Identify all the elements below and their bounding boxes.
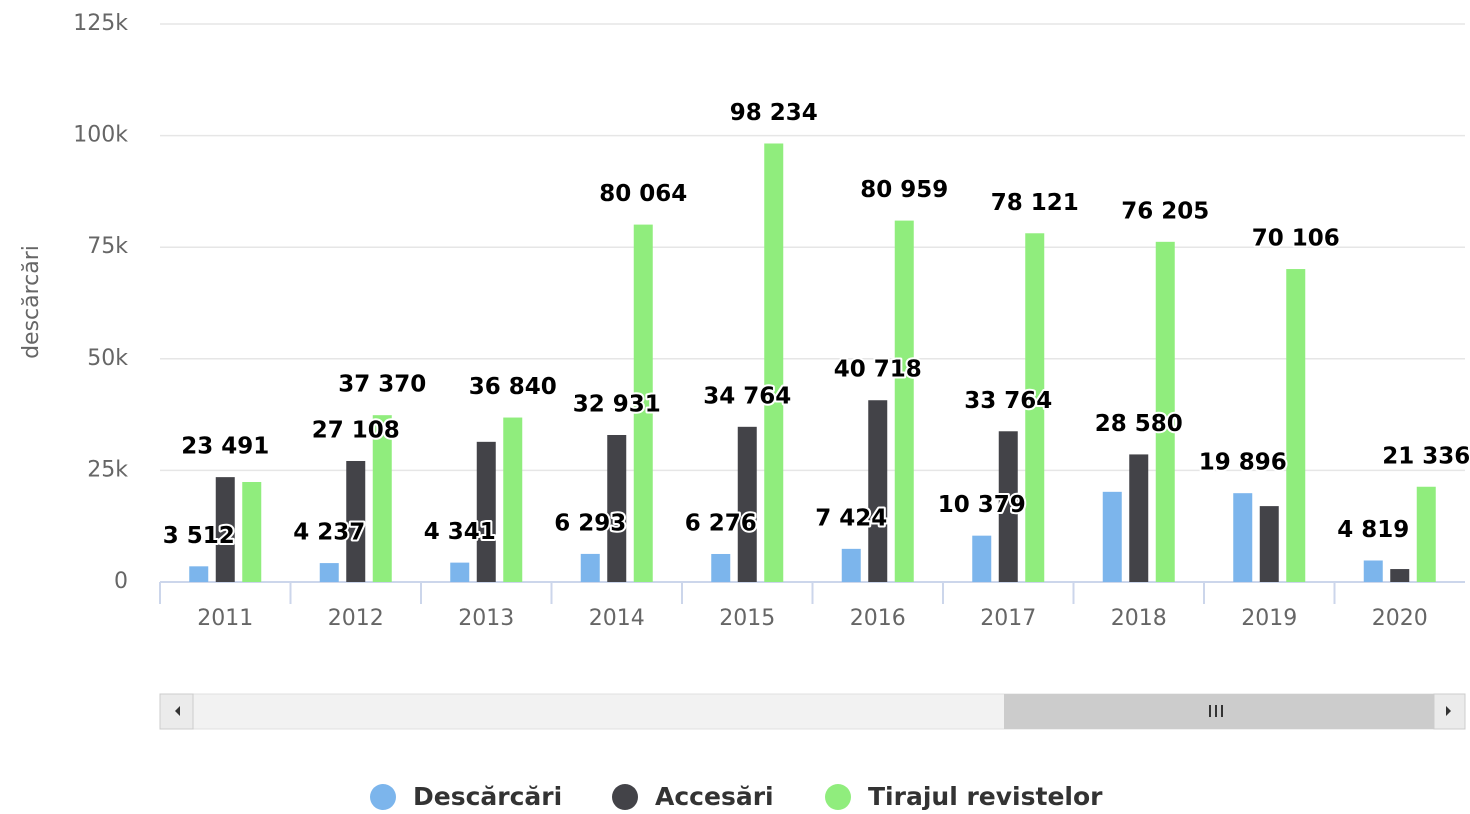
y-axis-label: descărcări <box>19 245 44 359</box>
bar <box>894 220 914 582</box>
x-tick-label: 2011 <box>197 606 253 631</box>
data-label: 28 580 <box>1095 411 1183 437</box>
bar <box>972 535 992 582</box>
x-tick-label: 2020 <box>1372 606 1428 631</box>
data-label: 34 764 <box>703 383 791 409</box>
data-label: 70 106 <box>1252 226 1340 252</box>
bar <box>503 417 523 582</box>
x-tick-label: 2012 <box>328 606 384 631</box>
bar <box>346 460 366 582</box>
y-tick-label: 100k <box>73 123 128 148</box>
y-tick-label: 50k <box>87 346 128 371</box>
bar <box>764 143 784 582</box>
bar <box>372 415 392 582</box>
bar <box>1102 491 1122 582</box>
data-label: 76 205 <box>1121 198 1209 224</box>
scrollbar-grip <box>1209 705 1223 717</box>
data-label: 4 819 <box>1337 517 1409 543</box>
x-tick-label: 2018 <box>1111 606 1167 631</box>
scrollbar-thumb[interactable] <box>1004 694 1434 729</box>
data-label: 33 764 <box>964 388 1052 414</box>
scroll-right[interactable] <box>1433 693 1466 730</box>
bar <box>1286 269 1306 582</box>
bar <box>607 434 627 582</box>
x-tick-label: 2019 <box>1241 606 1297 631</box>
data-label: 27 108 <box>312 417 400 443</box>
x-tick-label: 2013 <box>458 606 514 631</box>
legend-marker <box>825 784 851 810</box>
bar <box>737 426 757 582</box>
data-label: 10 379 <box>938 492 1026 518</box>
bar <box>1390 569 1410 582</box>
data-label: 4 341 <box>424 519 496 545</box>
bar <box>633 224 653 582</box>
data-label: 6 293 <box>554 510 626 536</box>
bar <box>1416 486 1436 582</box>
x-tick-label: 2015 <box>719 606 775 631</box>
data-label: 80 959 <box>860 177 948 203</box>
data-label: 40 718 <box>834 357 922 383</box>
data-label: 23 491 <box>181 434 269 460</box>
y-tick-label: 25k <box>87 457 128 482</box>
scrollbar[interactable] <box>159 693 1466 730</box>
y-tick-label: 75k <box>87 234 128 259</box>
data-label: 36 840 <box>469 374 557 400</box>
legend-label: Accesări <box>655 782 774 811</box>
bar <box>1155 241 1175 583</box>
data-label: 32 931 <box>573 391 661 417</box>
data-label: 78 121 <box>991 190 1079 216</box>
bar <box>189 566 209 582</box>
legend-marker <box>370 784 396 810</box>
bar <box>242 482 262 582</box>
bar <box>1259 506 1279 582</box>
x-tick-label: 2014 <box>589 606 645 631</box>
y-tick-label: 0 <box>114 569 128 594</box>
bar <box>998 431 1018 582</box>
legend-label: Tirajul revistelor <box>868 782 1103 811</box>
arrow-right <box>1446 706 1451 716</box>
x-tick-label: 2016 <box>850 606 906 631</box>
legend-label: Descărcări <box>413 782 562 811</box>
data-label: 19 896 <box>1199 450 1287 476</box>
bar <box>868 400 888 582</box>
bar <box>215 477 235 582</box>
bar <box>476 441 496 582</box>
bar <box>1129 454 1149 582</box>
bar <box>711 553 731 582</box>
data-label: 6 276 <box>685 510 757 536</box>
data-label: 7 424 <box>815 505 887 531</box>
data-label: 3 512 <box>163 523 235 549</box>
bar <box>319 563 339 582</box>
data-label: 80 064 <box>599 181 687 207</box>
data-label: 37 370 <box>338 372 426 398</box>
arrow-left <box>175 706 180 716</box>
bar <box>841 548 861 582</box>
bar <box>450 562 470 582</box>
bar <box>1233 493 1253 582</box>
legend-marker <box>612 784 638 810</box>
bar <box>1363 560 1383 582</box>
bar <box>580 553 600 582</box>
x-tick-label: 2017 <box>980 606 1036 631</box>
data-label: 4 237 <box>293 520 365 546</box>
data-label: 21 336 <box>1382 443 1470 469</box>
data-label: 98 234 <box>730 100 818 126</box>
y-tick-label: 125k <box>73 11 128 36</box>
bar <box>1025 233 1045 582</box>
